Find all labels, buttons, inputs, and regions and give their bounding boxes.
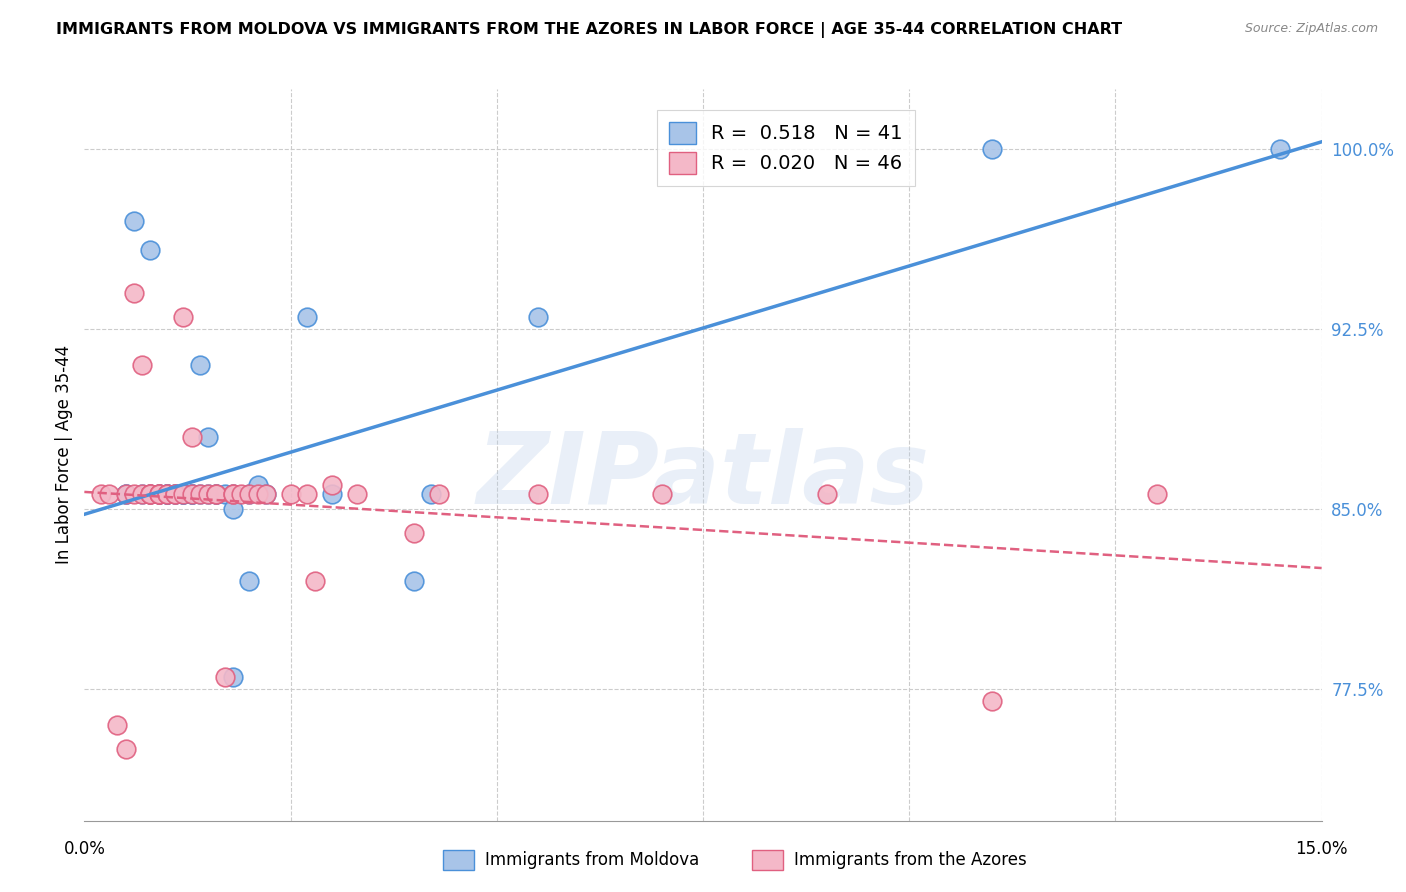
Point (180, 487, 202, 501)
Point (214, 670, 236, 684)
Point (156, 487, 179, 501)
Point (156, 487, 179, 501)
Point (651, 487, 673, 501)
Point (197, 487, 219, 501)
Point (172, 487, 194, 501)
Text: ZIPatlas: ZIPatlas (477, 428, 929, 525)
Point (122, 487, 145, 501)
Point (427, 487, 450, 501)
Point (114, 487, 136, 501)
Point (139, 487, 162, 501)
Point (139, 487, 162, 501)
Point (165, 487, 187, 501)
Point (222, 487, 245, 501)
Point (165, 487, 187, 501)
Point (246, 487, 269, 501)
Point (148, 487, 170, 501)
Point (254, 487, 277, 501)
Point (188, 487, 211, 501)
Point (156, 487, 179, 501)
Point (98, 487, 121, 501)
Point (527, 487, 550, 501)
Point (148, 487, 170, 501)
Point (1146, 487, 1168, 501)
Point (114, 741, 136, 756)
Point (165, 487, 187, 501)
Point (131, 487, 153, 501)
Point (404, 574, 426, 588)
Point (222, 487, 245, 501)
Point (197, 430, 219, 444)
Point (205, 487, 228, 501)
Point (131, 358, 153, 372)
Point (295, 310, 318, 324)
Point (139, 487, 162, 501)
Point (229, 487, 252, 501)
Point (114, 487, 136, 501)
Point (246, 478, 269, 492)
Point (254, 487, 277, 501)
Point (172, 487, 194, 501)
Point (980, 694, 1002, 708)
Point (321, 487, 343, 501)
Point (180, 487, 202, 501)
Point (90, 487, 112, 501)
Point (980, 142, 1002, 156)
Legend: R =  0.518   N = 41, R =  0.020   N = 46: R = 0.518 N = 41, R = 0.020 N = 46 (657, 110, 915, 186)
Point (122, 286, 145, 301)
Point (131, 487, 153, 501)
Point (214, 487, 236, 501)
Point (304, 574, 326, 588)
Point (105, 717, 128, 731)
Text: 0.0%: 0.0% (63, 840, 105, 858)
Point (180, 487, 202, 501)
Point (222, 487, 245, 501)
Point (295, 487, 318, 501)
Text: Source: ZipAtlas.com: Source: ZipAtlas.com (1244, 22, 1378, 36)
Text: Immigrants from Moldova: Immigrants from Moldova (485, 851, 699, 869)
Point (238, 574, 260, 588)
Point (1270, 142, 1292, 156)
Text: IMMIGRANTS FROM MOLDOVA VS IMMIGRANTS FROM THE AZORES IN LABOR FORCE | AGE 35-44: IMMIGRANTS FROM MOLDOVA VS IMMIGRANTS FR… (56, 22, 1122, 38)
Point (114, 487, 136, 501)
Text: Immigrants from the Azores: Immigrants from the Azores (794, 851, 1028, 869)
Point (527, 310, 550, 324)
Point (222, 670, 245, 684)
Text: 15.0%: 15.0% (1295, 840, 1348, 858)
Point (172, 487, 194, 501)
Point (148, 487, 170, 501)
Point (197, 487, 219, 501)
Point (205, 487, 228, 501)
Point (205, 487, 228, 501)
Point (148, 487, 170, 501)
Point (172, 487, 194, 501)
Point (156, 487, 179, 501)
Point (419, 487, 441, 501)
Point (156, 487, 179, 501)
Point (280, 487, 302, 501)
Point (148, 487, 170, 501)
Point (165, 487, 187, 501)
Point (205, 487, 228, 501)
Point (139, 243, 162, 257)
Point (156, 487, 179, 501)
Point (188, 487, 211, 501)
Point (238, 487, 260, 501)
Y-axis label: In Labor Force | Age 35-44: In Labor Force | Age 35-44 (55, 345, 73, 565)
Point (188, 358, 211, 372)
Point (404, 525, 426, 540)
Point (346, 487, 368, 501)
Point (180, 487, 202, 501)
Point (238, 487, 260, 501)
Point (180, 430, 202, 444)
Point (122, 214, 145, 228)
Point (172, 310, 194, 324)
Point (222, 501, 245, 516)
Point (321, 478, 343, 492)
Point (139, 487, 162, 501)
Point (815, 487, 838, 501)
